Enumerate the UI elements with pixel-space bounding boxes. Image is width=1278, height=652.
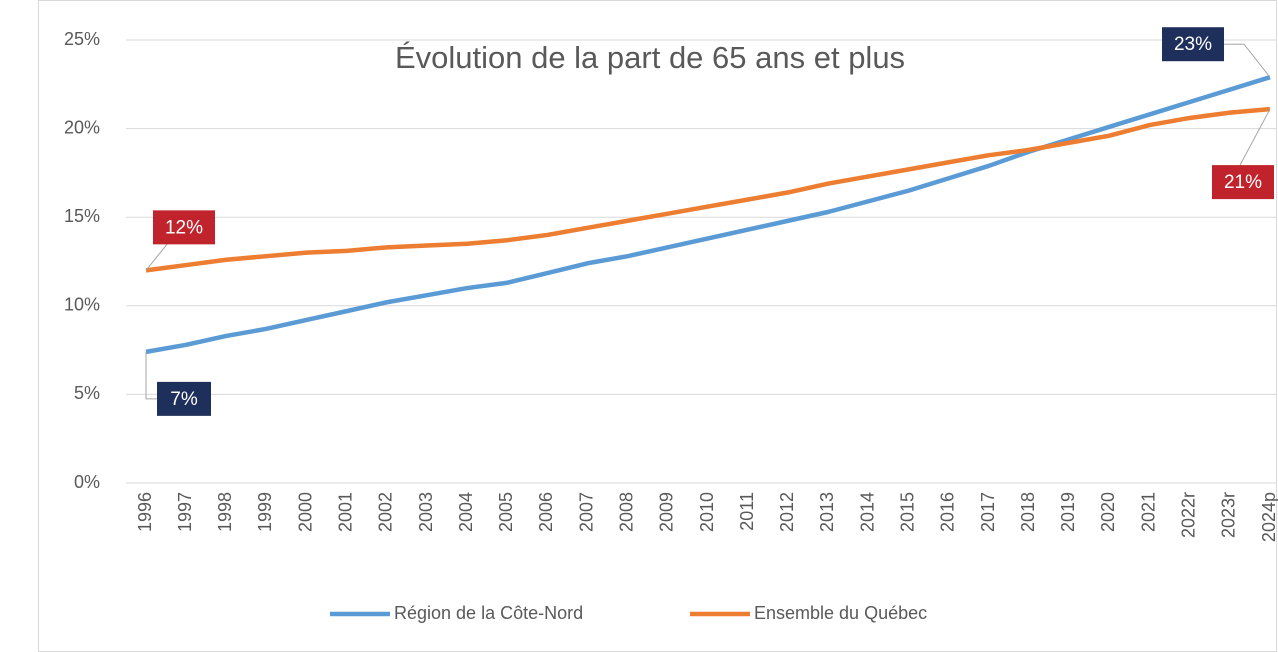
x-tick-label: 2017 bbox=[978, 492, 998, 532]
data-label-box bbox=[1162, 27, 1224, 62]
x-tick-label: 2020 bbox=[1098, 492, 1118, 532]
leader-line bbox=[145, 244, 168, 271]
x-tick-label: 1998 bbox=[215, 492, 235, 532]
y-tick-label: 10% bbox=[64, 295, 100, 315]
x-tick-label: 2000 bbox=[295, 492, 315, 532]
x-tick-label: 2009 bbox=[657, 492, 677, 532]
x-tick-label: 2012 bbox=[777, 492, 797, 532]
x-tick-label: 2005 bbox=[496, 492, 516, 532]
x-tick-label: 2019 bbox=[1058, 492, 1078, 532]
data-label: 21% bbox=[1224, 172, 1262, 193]
leader-line bbox=[145, 351, 157, 400]
x-tick-label: 2006 bbox=[536, 492, 556, 532]
legend-label: Région de la Côte-Nord bbox=[394, 603, 583, 623]
x-tick-label: 2022r bbox=[1178, 492, 1198, 538]
y-tick-label: 25% bbox=[64, 29, 100, 49]
x-tick-label: 2001 bbox=[335, 492, 355, 532]
leader-line bbox=[1239, 108, 1271, 166]
x-tick-label: 1997 bbox=[175, 492, 195, 532]
x-tick-label: 2003 bbox=[416, 492, 436, 532]
x-tick-label: 2007 bbox=[576, 492, 596, 532]
x-tick-label: 2018 bbox=[1018, 492, 1038, 532]
x-tick-label: 1996 bbox=[135, 492, 155, 532]
legend-label: Ensemble du Québec bbox=[754, 603, 927, 623]
x-tick-label: 2002 bbox=[376, 492, 396, 532]
x-tick-label: 2015 bbox=[897, 492, 917, 532]
data-label: 12% bbox=[165, 217, 203, 238]
y-tick-label: 5% bbox=[74, 383, 100, 403]
x-tick-label: 2013 bbox=[817, 492, 837, 532]
data-label: 23% bbox=[1174, 34, 1212, 55]
x-tick-label: 2008 bbox=[616, 492, 636, 532]
x-tick-label: 2024p bbox=[1259, 492, 1278, 542]
data-label-box bbox=[1212, 165, 1274, 200]
x-tick-label: 2021 bbox=[1138, 492, 1158, 532]
data-label-box bbox=[157, 381, 211, 416]
y-tick-label: 15% bbox=[64, 206, 100, 226]
data-label: 7% bbox=[170, 389, 198, 410]
x-tick-label: 2016 bbox=[938, 492, 958, 532]
x-tick-label: 1999 bbox=[255, 492, 275, 532]
data-label-box bbox=[153, 210, 215, 245]
data-line bbox=[145, 75, 1271, 355]
y-tick-label: 20% bbox=[64, 117, 100, 137]
x-tick-label: 2004 bbox=[456, 492, 476, 532]
chart-title: Évolution de la part de 65 ans et plus bbox=[395, 40, 905, 75]
data-line bbox=[145, 106, 1271, 273]
x-tick-label: 2023r bbox=[1219, 492, 1239, 538]
x-tick-label: 2014 bbox=[857, 492, 877, 532]
x-tick-label: 2011 bbox=[737, 492, 757, 531]
leader-line bbox=[1224, 43, 1271, 78]
y-tick-label: 0% bbox=[74, 472, 100, 492]
chart-frame bbox=[38, 0, 1277, 652]
x-tick-label: 2010 bbox=[697, 492, 717, 532]
